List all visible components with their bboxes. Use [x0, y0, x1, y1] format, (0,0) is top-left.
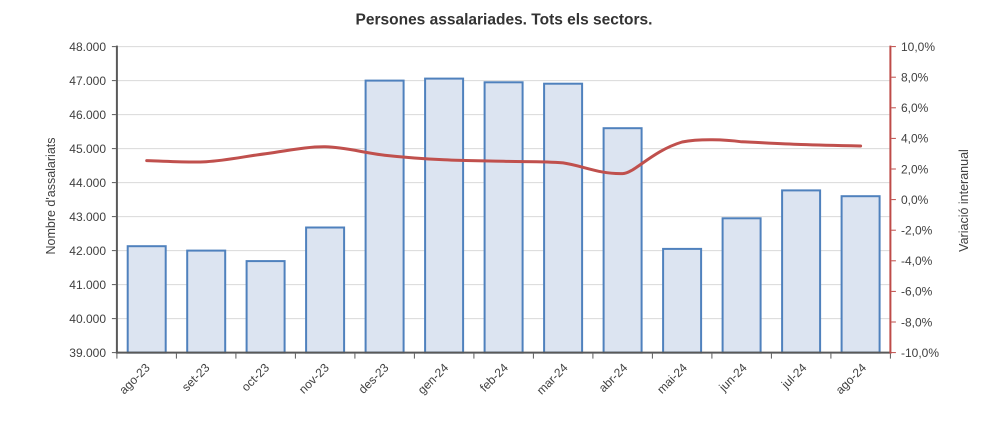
svg-text:45.000: 45.000 [69, 142, 106, 156]
svg-text:39.000: 39.000 [69, 346, 106, 360]
svg-text:-6,0%: -6,0% [901, 285, 933, 299]
svg-text:10,0%: 10,0% [901, 40, 935, 54]
svg-text:41.000: 41.000 [69, 278, 106, 292]
svg-text:-10,0%: -10,0% [901, 346, 939, 360]
svg-text:-8,0%: -8,0% [901, 315, 933, 329]
svg-text:42.000: 42.000 [69, 244, 106, 258]
svg-text:0,0%: 0,0% [901, 193, 929, 207]
svg-text:6,0%: 6,0% [901, 101, 929, 115]
svg-text:8,0%: 8,0% [901, 71, 929, 85]
svg-text:Variació interanual: Variació interanual [957, 149, 971, 252]
svg-text:-2,0%: -2,0% [901, 224, 933, 238]
svg-text:-4,0%: -4,0% [901, 254, 933, 268]
svg-text:44.000: 44.000 [69, 176, 106, 190]
svg-text:43.000: 43.000 [69, 210, 106, 224]
svg-text:Nombre d'assalariats: Nombre d'assalariats [44, 137, 58, 254]
svg-text:Persones assalariades. Tots el: Persones assalariades. Tots els sectors. [356, 12, 653, 29]
svg-text:40.000: 40.000 [69, 312, 106, 326]
svg-text:2,0%: 2,0% [901, 162, 929, 176]
svg-text:47.000: 47.000 [69, 74, 106, 88]
svg-text:46.000: 46.000 [69, 108, 106, 122]
svg-text:48.000: 48.000 [69, 40, 106, 54]
svg-text:4,0%: 4,0% [901, 132, 929, 146]
